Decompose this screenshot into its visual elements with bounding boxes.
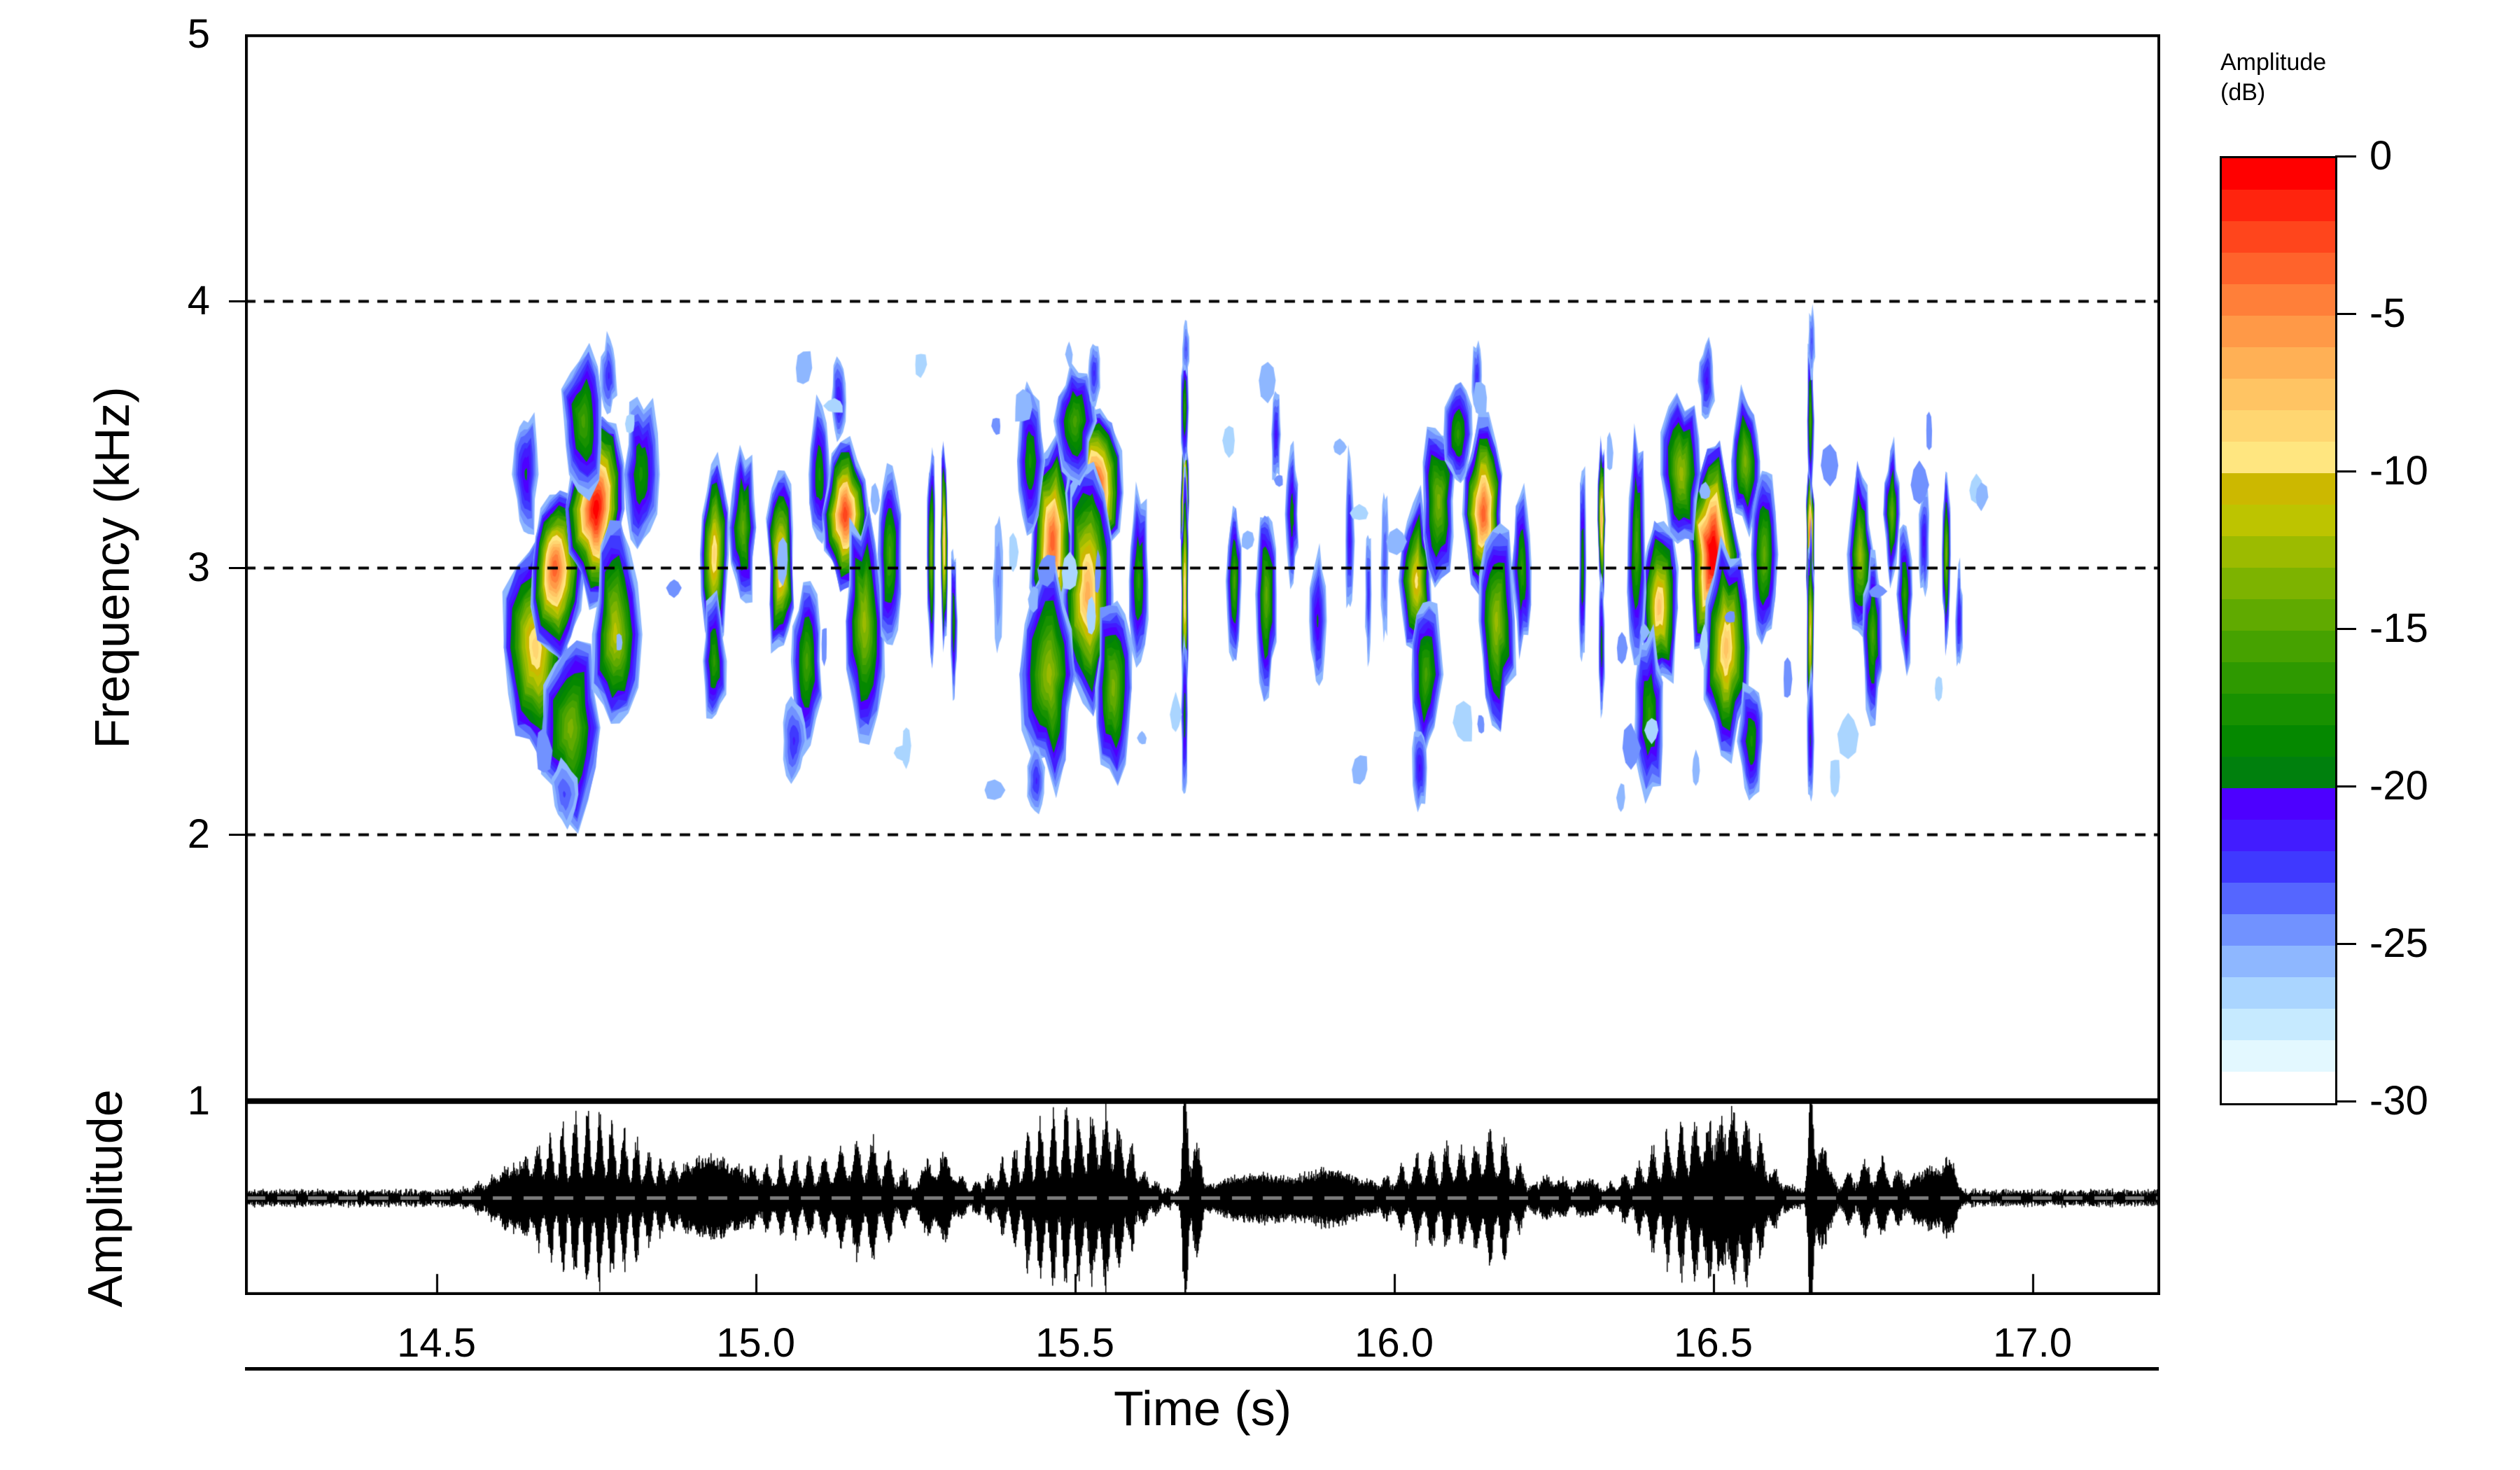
time-tick-label: 17.0 (1993, 1320, 2073, 1366)
oscillogram-panel (245, 1101, 2160, 1295)
freq-tick-label: 4 (187, 278, 210, 323)
colorbar-band (2222, 820, 2335, 851)
colorbar-band (2222, 158, 2335, 190)
colorbar-band (2222, 946, 2335, 977)
freq-axis-title: Frequency (kHz) (85, 386, 139, 749)
colorbar-band (2222, 1072, 2335, 1103)
colorbar-tick-mark (2335, 627, 2356, 630)
colorbar-band (2222, 599, 2335, 631)
freq-tick-mark (229, 833, 245, 836)
oscillogram-axis-title: Amplitude (78, 1088, 132, 1308)
colorbar-band (2222, 379, 2335, 410)
colorbar-tick-label: -15 (2370, 606, 2428, 651)
colorbar-band (2222, 977, 2335, 1009)
colorbar-band (2222, 757, 2335, 788)
colorbar-band (2222, 914, 2335, 946)
freq-tick-mark (229, 300, 245, 302)
colorbar-tick-label: -30 (2370, 1078, 2428, 1124)
colorbar-tick-label: 0 (2370, 133, 2393, 178)
colorbar-band (2222, 190, 2335, 221)
colorbar-band (2222, 442, 2335, 473)
colorbar-tick-label: -25 (2370, 920, 2428, 966)
colorbar-tick-mark (2335, 312, 2356, 315)
colorbar-band (2222, 536, 2335, 568)
time-tick-label: 16.5 (1674, 1320, 1754, 1366)
colorbar-band (2222, 883, 2335, 914)
colorbar-band (2222, 410, 2335, 442)
colorbar-band (2222, 662, 2335, 694)
time-tick-label: 15.5 (1035, 1320, 1115, 1366)
colorbar-band (2222, 568, 2335, 599)
colorbar-band (2222, 473, 2335, 505)
colorbar-tick-mark (2335, 1100, 2356, 1102)
spectrogram-canvas (245, 34, 2160, 1101)
colorbar-band (2222, 725, 2335, 757)
time-tick-label: 15.0 (716, 1320, 796, 1366)
colorbar-tick-mark (2335, 155, 2356, 158)
oscillogram-canvas (245, 1101, 2160, 1295)
colorbar-tick-label: -10 (2370, 448, 2428, 493)
colorbar-band (2222, 788, 2335, 820)
freq-tick-label: 2 (187, 811, 210, 857)
colorbar-tick-mark (2335, 785, 2356, 788)
freq-tick-label: 5 (187, 11, 210, 57)
colorbar-tick-mark (2335, 470, 2356, 472)
colorbar-band (2222, 347, 2335, 379)
time-tick-label: 16.0 (1354, 1320, 1434, 1366)
freq-tick-mark (229, 566, 245, 569)
colorbar-tick-label: -5 (2370, 290, 2406, 336)
colorbar-band (2222, 694, 2335, 725)
colorbar-band (2222, 631, 2335, 662)
colorbar-band (2222, 253, 2335, 284)
colorbar-band (2222, 505, 2335, 536)
freq-tick-label: 3 (187, 545, 210, 590)
spectrogram-panel (245, 34, 2160, 1101)
time-tick-label: 14.5 (397, 1320, 477, 1366)
colorbar-band (2222, 284, 2335, 316)
colorbar-band (2222, 316, 2335, 347)
colorbar-title-line2: (dB) (2220, 79, 2266, 106)
freq-tick-label: 1 (187, 1078, 210, 1124)
colorbar-band (2222, 851, 2335, 883)
colorbar-tick-mark (2335, 942, 2356, 945)
colorbar (2220, 156, 2337, 1105)
colorbar-band (2222, 221, 2335, 253)
time-axis-title: Time (s) (1113, 1381, 1292, 1436)
colorbar-tick-label: -20 (2370, 763, 2428, 808)
colorbar-band (2222, 1009, 2335, 1040)
colorbar-band (2222, 1040, 2335, 1072)
colorbar-title-line1: Amplitude (2220, 49, 2327, 76)
time-axis-line (245, 1367, 2159, 1371)
